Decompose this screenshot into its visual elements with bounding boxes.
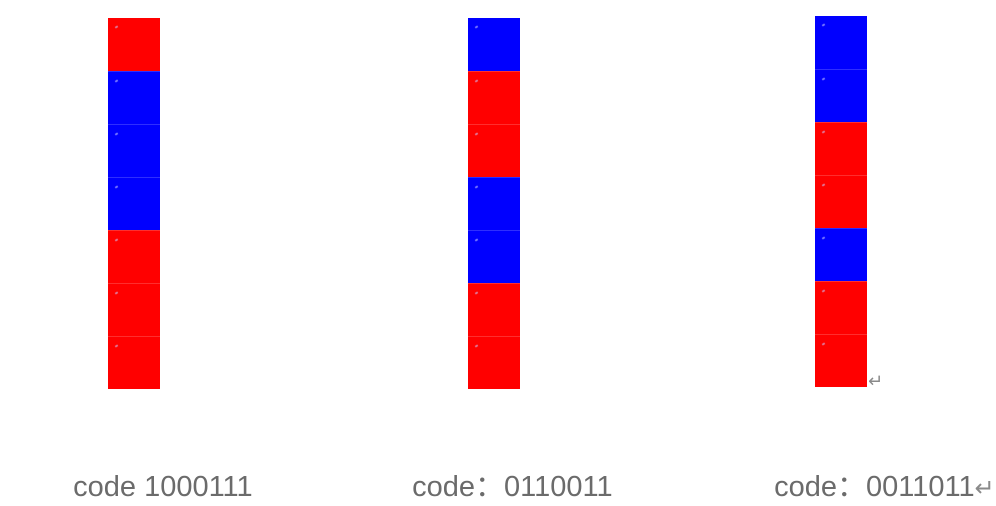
code-strip-1 xyxy=(108,18,160,389)
red-cell xyxy=(468,71,520,124)
red-cell xyxy=(468,283,520,336)
blue-cell xyxy=(815,228,867,281)
code-strip-2 xyxy=(468,18,520,389)
red-cell xyxy=(108,336,160,389)
blue-cell xyxy=(468,177,520,230)
cell-mark-icon xyxy=(821,77,826,81)
cell-mark-icon xyxy=(821,289,826,293)
red-cell xyxy=(108,230,160,283)
red-cell xyxy=(815,175,867,228)
red-cell xyxy=(468,124,520,177)
cell-mark-icon xyxy=(821,23,826,27)
caption-text-2: code：0110011 xyxy=(412,471,613,503)
paragraph-mark-icon: ↵ xyxy=(974,475,995,502)
cell-mark-icon xyxy=(114,344,119,348)
cell-mark-icon xyxy=(474,238,479,242)
cell-mark-icon xyxy=(114,79,119,83)
blue-cell xyxy=(815,69,867,122)
cell-mark-icon xyxy=(474,79,479,83)
caption-2: code：0110011 xyxy=(396,436,613,504)
caption-1: code 1000111 xyxy=(57,436,253,504)
blue-cell xyxy=(815,16,867,69)
cell-mark-icon xyxy=(821,130,826,134)
red-cell xyxy=(815,122,867,175)
cell-mark-icon xyxy=(474,132,479,136)
red-cell xyxy=(108,283,160,336)
blue-cell xyxy=(108,71,160,124)
caption-3: code：0011011↵ xyxy=(758,436,995,506)
red-cell xyxy=(108,18,160,71)
cell-mark-icon xyxy=(474,344,479,348)
cell-mark-icon xyxy=(821,236,826,240)
red-cell xyxy=(815,334,867,387)
blue-cell xyxy=(108,177,160,230)
blue-cell xyxy=(108,124,160,177)
caption-text-3: code：0011011 xyxy=(774,471,975,503)
red-cell xyxy=(815,281,867,334)
cell-mark-icon xyxy=(114,238,119,242)
cell-mark-icon xyxy=(474,185,479,189)
code-strip-3 xyxy=(815,16,867,387)
cell-mark-icon xyxy=(114,132,119,136)
cell-mark-icon xyxy=(114,291,119,295)
paragraph-mark-icon: ↵ xyxy=(868,371,884,391)
caption-text-1: code 1000111 xyxy=(73,471,253,503)
cell-mark-icon xyxy=(114,25,119,29)
blue-cell xyxy=(468,230,520,283)
cell-mark-icon xyxy=(821,183,826,187)
cell-mark-icon xyxy=(821,342,826,346)
blue-cell xyxy=(468,18,520,71)
cell-mark-icon xyxy=(114,185,119,189)
cell-mark-icon xyxy=(474,291,479,295)
red-cell xyxy=(468,336,520,389)
cell-mark-icon xyxy=(474,25,479,29)
